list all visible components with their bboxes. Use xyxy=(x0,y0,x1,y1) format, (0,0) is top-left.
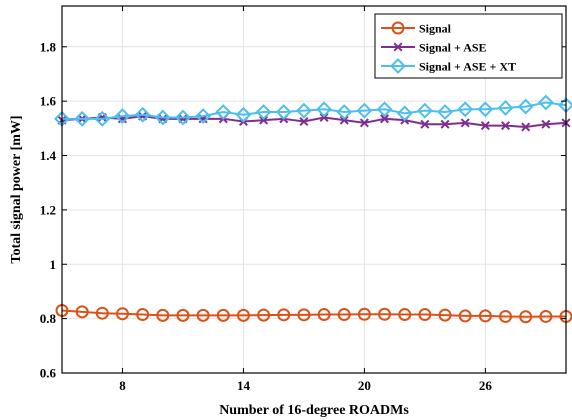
legend-marker xyxy=(390,58,406,74)
data-point xyxy=(517,98,534,115)
data-point xyxy=(378,307,392,321)
data-point xyxy=(175,109,191,126)
data-point xyxy=(316,101,332,118)
x-tick-label: 20 xyxy=(358,378,371,393)
data-point xyxy=(420,119,430,129)
data-point xyxy=(356,102,373,119)
data-point xyxy=(259,115,269,125)
legend: Signal Signal + ASE Signal + ASE + XT xyxy=(374,13,563,79)
data-point xyxy=(416,102,433,119)
y-tick-label: 1 xyxy=(50,257,57,272)
data-point xyxy=(376,101,393,118)
data-point xyxy=(539,309,553,323)
data-point xyxy=(154,109,171,126)
data-point xyxy=(235,106,252,123)
series-line xyxy=(61,309,566,318)
data-point xyxy=(297,308,311,322)
data-point xyxy=(236,308,250,322)
series-line xyxy=(61,115,567,128)
plot-area xyxy=(54,94,572,324)
data-point xyxy=(317,308,331,322)
data-point xyxy=(380,114,390,124)
data-point xyxy=(94,110,111,127)
data-point xyxy=(275,104,292,120)
data-point xyxy=(74,110,91,127)
x-tick-label: 8 xyxy=(119,378,126,393)
y-tick-label: 0.8 xyxy=(40,311,57,326)
data-point xyxy=(497,100,514,116)
data-point xyxy=(499,309,513,323)
data-point xyxy=(299,117,309,127)
data-point xyxy=(136,308,150,322)
tick-labels: 8 14 20 26 0.6 0.8 1 1.2 1.4 1.6 1.8 xyxy=(40,39,493,393)
data-point xyxy=(115,307,129,321)
data-point xyxy=(337,308,351,322)
data-point xyxy=(339,115,349,125)
plot-frame xyxy=(61,5,567,374)
legend-item: Signal + ASE xyxy=(381,41,487,55)
series-3 xyxy=(54,94,572,127)
data-point xyxy=(75,305,89,319)
series-1 xyxy=(55,303,572,324)
y-tick-label: 1.6 xyxy=(40,94,57,109)
data-point xyxy=(398,308,412,322)
data-point xyxy=(176,308,190,322)
data-point xyxy=(255,104,272,120)
data-point xyxy=(134,106,151,123)
data-point xyxy=(541,119,551,129)
data-point xyxy=(215,104,232,120)
y-tick-label: 1.4 xyxy=(40,148,57,163)
y-tick-label: 0.6 xyxy=(40,366,57,381)
data-point xyxy=(396,105,413,122)
legend-label: Signal xyxy=(419,22,452,36)
y-tick-label: 1.8 xyxy=(40,39,57,54)
data-point xyxy=(477,101,494,118)
data-point xyxy=(95,306,109,320)
data-point xyxy=(296,102,312,119)
data-point xyxy=(440,119,450,129)
series-line xyxy=(62,101,567,120)
data-point xyxy=(478,309,492,323)
y-tick-label: 1.2 xyxy=(40,202,56,217)
data-point xyxy=(519,310,533,324)
legend-item: Signal + ASE + XT xyxy=(381,58,516,74)
data-point xyxy=(195,108,212,125)
data-point xyxy=(458,309,472,323)
data-point xyxy=(521,122,531,132)
data-point xyxy=(537,94,554,111)
data-point xyxy=(480,121,490,131)
data-point xyxy=(418,308,432,322)
x-tick-label: 14 xyxy=(237,378,251,393)
legend-marker xyxy=(393,42,403,52)
data-point xyxy=(460,118,470,128)
data-point xyxy=(277,308,291,322)
data-point xyxy=(357,307,371,321)
data-point xyxy=(501,121,511,131)
data-point xyxy=(457,101,474,118)
data-point xyxy=(359,118,369,128)
legend-label: Signal + ASE + XT xyxy=(419,60,516,74)
y-axis-label: Total signal power [mW] xyxy=(9,115,24,263)
data-point xyxy=(196,308,210,322)
legend-label: Signal + ASE xyxy=(419,41,487,55)
axis-ticks xyxy=(62,6,566,374)
data-point xyxy=(437,104,453,120)
data-point xyxy=(216,308,230,322)
data-point xyxy=(319,112,329,122)
legend-marker xyxy=(391,21,405,35)
data-point xyxy=(438,308,452,322)
x-axis-label: Number of 16-degree ROADMs xyxy=(219,403,409,418)
data-point xyxy=(336,104,353,120)
legend-item: Signal xyxy=(381,21,452,36)
data-point xyxy=(257,308,271,322)
data-point xyxy=(156,308,170,322)
data-point xyxy=(114,108,131,125)
x-tick-label: 26 xyxy=(479,378,493,393)
